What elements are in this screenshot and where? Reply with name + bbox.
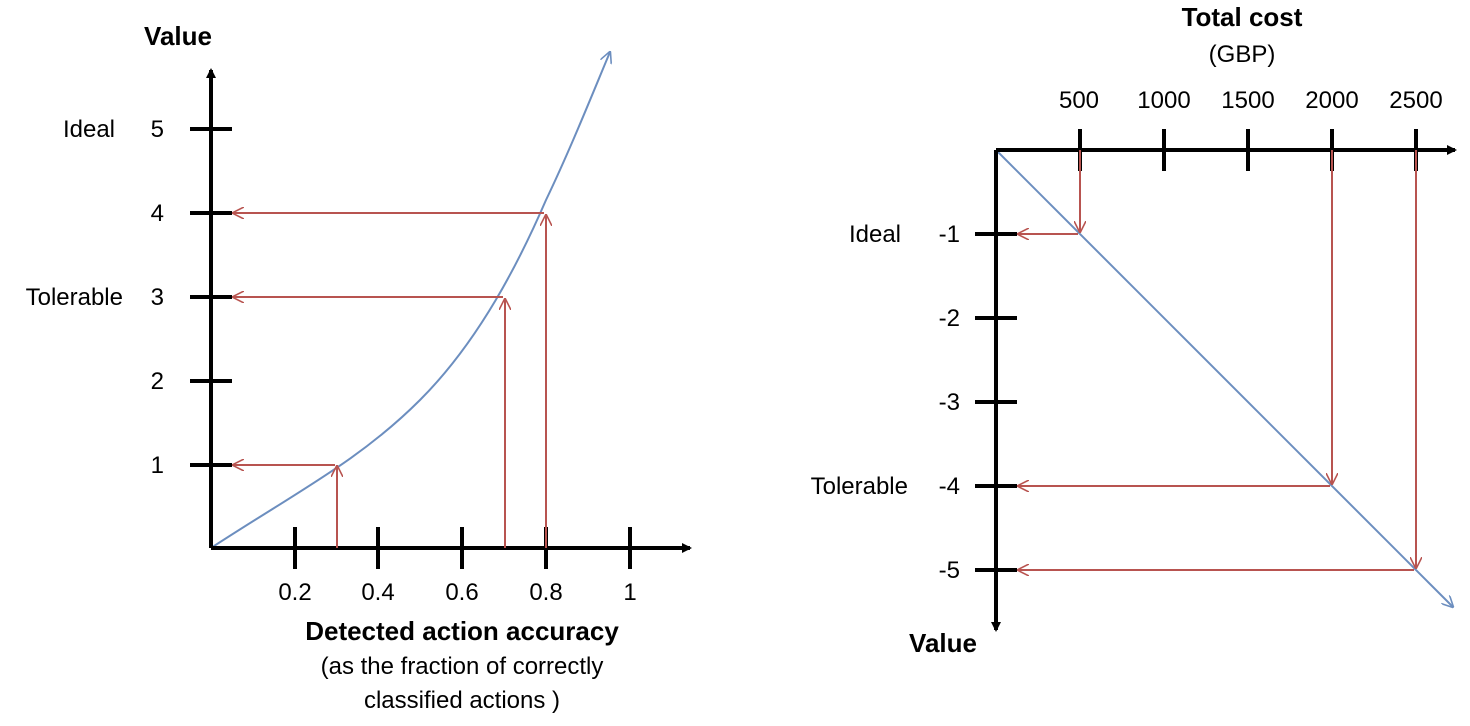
right-y-tick-label-minus-5: -5 — [939, 557, 960, 584]
left-y-tick-label-2: 2 — [151, 368, 164, 395]
right-ideal-label: Ideal — [849, 221, 901, 248]
left-x-tick-label-0.4: 0.4 — [361, 579, 394, 606]
right-x-tick-label-1500: 1500 — [1221, 87, 1274, 114]
left-x-tick-label-0.2: 0.2 — [278, 579, 311, 606]
right-mapping-arrows — [1018, 150, 1416, 570]
right-y-tick-label-minus-4: -4 — [939, 473, 960, 500]
left-mapping-arrows — [233, 213, 546, 548]
left-y-tick-label-4: 4 — [151, 200, 164, 227]
right-chart: Total cost (GBP) 500 1000 1500 2000 2500… — [811, 2, 1457, 658]
right-tolerable-label: Tolerable — [811, 473, 908, 500]
left-ideal-label: Ideal — [63, 116, 115, 143]
right-x-tick-label-2000: 2000 — [1305, 87, 1358, 114]
left-x-tick-label-0.6: 0.6 — [445, 579, 478, 606]
right-value-line — [995, 149, 1453, 607]
left-x-axis-subtitle-line-2: classified actions ) — [364, 687, 560, 714]
right-x-tick-label-1000: 1000 — [1137, 87, 1190, 114]
left-chart: Value 1 2 3 4 5 Ideal Tolerable 0.2 0.4 … — [26, 21, 692, 714]
left-y-tick-label-5: 5 — [151, 116, 164, 143]
right-y-axis-title: Value — [909, 628, 977, 658]
left-x-tick-label-1: 1 — [623, 579, 636, 606]
left-x-axis-title: Detected action accuracy — [305, 616, 619, 646]
left-y-ticks — [190, 127, 232, 467]
left-y-axis-title: Value — [144, 21, 212, 51]
right-y-ticks — [975, 232, 1017, 572]
left-y-tick-label-3: 3 — [151, 284, 164, 311]
right-x-tick-label-2500: 2500 — [1389, 87, 1442, 114]
left-x-axis-subtitle-line-1: (as the fraction of correctly — [321, 653, 604, 680]
right-x-axis-unit: (GBP) — [1209, 41, 1276, 68]
left-tolerable-label: Tolerable — [26, 284, 123, 311]
right-y-tick-label-minus-3: -3 — [939, 389, 960, 416]
right-y-tick-label-minus-2: -2 — [939, 305, 960, 332]
right-x-tick-label-500: 500 — [1059, 87, 1099, 114]
right-y-tick-label-minus-1: -1 — [939, 221, 960, 248]
left-value-curve — [210, 52, 610, 549]
left-y-tick-label-1: 1 — [151, 452, 164, 479]
right-x-axis-title: Total cost — [1182, 2, 1303, 32]
left-x-tick-label-0.8: 0.8 — [529, 579, 562, 606]
